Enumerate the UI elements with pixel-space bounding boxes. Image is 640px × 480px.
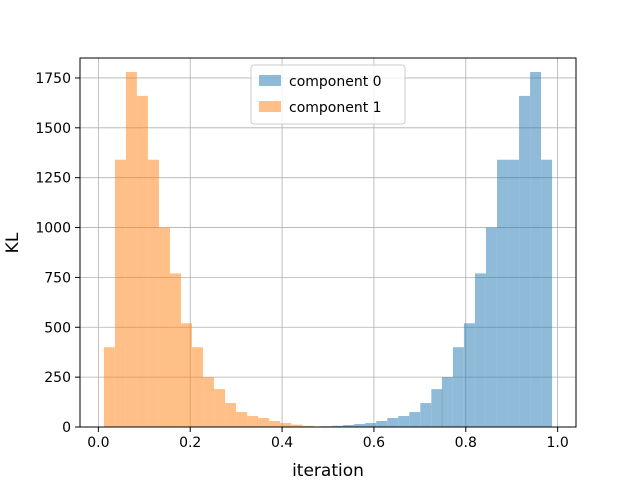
histogram-bar (203, 377, 215, 427)
histogram-bar (236, 412, 248, 427)
histogram-bar (497, 159, 508, 428)
y-tick-label: 750 (44, 270, 71, 286)
histogram-bar (485, 227, 497, 427)
histogram-bar (332, 425, 344, 427)
histogram-bar (420, 403, 432, 427)
histogram-bar (225, 403, 237, 427)
histogram-bar (291, 424, 303, 427)
y-tick-label: 1250 (35, 171, 71, 187)
histogram-bar (280, 423, 292, 427)
histogram-bar (214, 389, 226, 427)
histogram-bar (474, 273, 486, 427)
histogram-bar (541, 159, 553, 428)
histogram-bar (343, 425, 355, 427)
histogram-bar (387, 418, 399, 427)
histogram-bar (409, 412, 421, 427)
histogram-bar (181, 323, 193, 427)
histogram-bars (103, 71, 553, 428)
series-0-bars (310, 71, 553, 428)
histogram-bar (452, 347, 464, 427)
x-axis-label: iteration (292, 461, 364, 480)
histogram-bar (441, 377, 453, 427)
histogram-bar (247, 416, 259, 427)
histogram-bar (398, 416, 410, 427)
histogram-bar (192, 347, 204, 427)
histogram-bar (269, 421, 281, 427)
plot-frame (79, 57, 577, 428)
series-1-bars (103, 71, 336, 428)
histogram-bar (158, 227, 170, 427)
histogram-bar (365, 423, 377, 427)
y-axis-label: KL (3, 232, 23, 253)
histogram-bar (258, 418, 270, 427)
x-tick-label: 0.2 (179, 435, 201, 451)
y-tick-label: 1000 (35, 221, 71, 237)
histogram-bar (519, 95, 531, 427)
histogram-bar (376, 421, 388, 427)
y-axis-ticks: 0 250 500 750 1000 1250 1500 1750 (35, 71, 80, 436)
histogram-bar (136, 95, 148, 427)
x-tick-label: 0.0 (87, 435, 109, 451)
histogram-bar (125, 71, 137, 428)
histogram-bar (508, 159, 520, 428)
histogram-bar (302, 425, 314, 427)
legend-label: component 0 (289, 74, 382, 90)
histogram-bar (170, 273, 181, 427)
y-tick-label: 1500 (35, 121, 71, 137)
y-tick-label: 0 (62, 420, 71, 436)
legend-label: component 1 (289, 100, 382, 116)
x-tick-label: 0.6 (363, 435, 385, 451)
x-tick-label: 0.4 (271, 435, 293, 451)
y-tick-label: 500 (44, 320, 71, 336)
x-tick-label: 1.0 (546, 435, 568, 451)
histogram-bar (147, 159, 159, 428)
y-tick-label: 250 (44, 370, 71, 386)
legend: component 0 component 1 (250, 64, 406, 125)
histogram-bar (463, 323, 475, 427)
histogram-bar (114, 159, 126, 428)
histogram-bar (530, 71, 542, 428)
histogram-bar (103, 347, 115, 427)
y-tick-label: 1750 (35, 71, 71, 87)
legend-swatch (259, 75, 281, 86)
legend-box (250, 64, 406, 125)
legend-swatch (259, 101, 281, 112)
x-tick-label: 0.8 (455, 435, 477, 451)
histogram-bar (431, 389, 443, 427)
histogram-bar (354, 424, 366, 427)
x-axis-ticks: 0.0 0.2 0.4 0.6 0.8 1.0 (87, 427, 569, 451)
